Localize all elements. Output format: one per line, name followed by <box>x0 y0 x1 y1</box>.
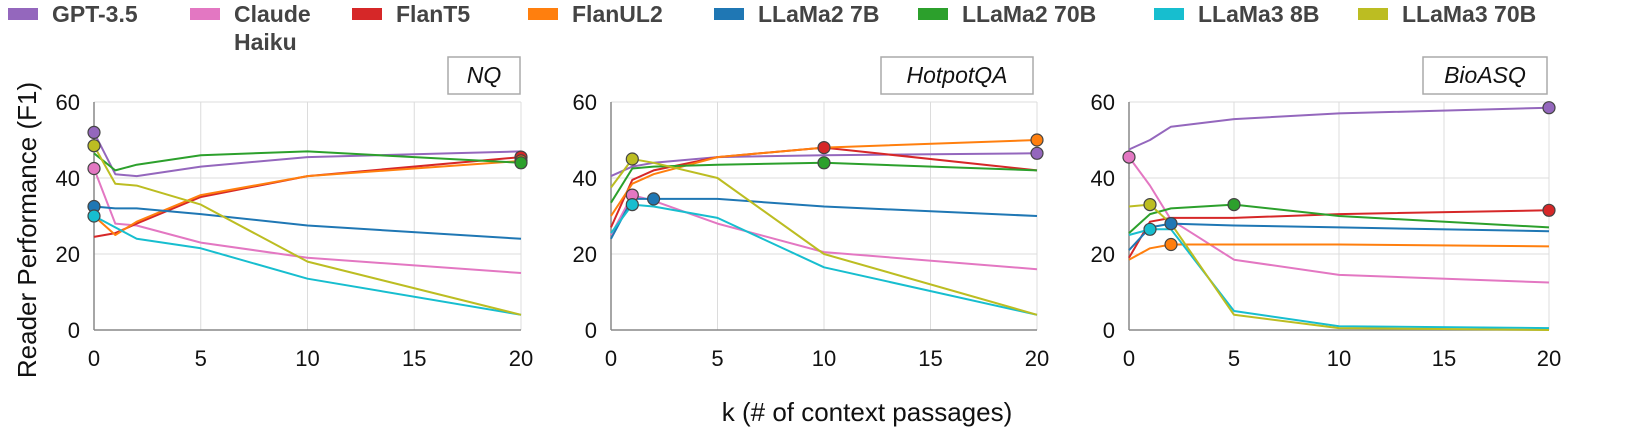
series-line-llama3-8b <box>93 215 522 316</box>
y-tick-label: 20 <box>573 242 597 267</box>
x-tick-label: 5 <box>711 346 723 371</box>
y-tick-label: 40 <box>573 166 597 191</box>
series-marker-flant5 <box>817 141 831 155</box>
series-line-claude-haiku <box>1128 156 1550 284</box>
legend-item-claude-haiku: Claude Haiku <box>190 0 324 56</box>
x-tick-label: 10 <box>812 346 836 371</box>
panel-title: BioASQ <box>1444 62 1526 88</box>
legend-swatch <box>918 8 948 20</box>
legend-item-flant5: FlanT5 <box>352 0 470 28</box>
series-line-llama2-70b <box>1128 203 1550 234</box>
panel-nq: 0 20 40 60 0 5 10 15 20 NQ <box>56 56 533 371</box>
legend-label: GPT-3.5 <box>52 1 138 27</box>
x-tick-label: 20 <box>1537 346 1561 371</box>
legend-item-gpt-3-5: GPT-3.5 <box>8 0 138 28</box>
legend-swatch <box>352 8 382 20</box>
x-tick-label: 5 <box>195 346 207 371</box>
y-tick-label: 40 <box>1091 166 1115 191</box>
series-marker-gpt-3-5 <box>87 125 101 139</box>
panel-title-box <box>880 56 1034 95</box>
panel-title-box <box>1422 56 1548 95</box>
y-tick-label: 0 <box>585 318 597 343</box>
legend-item-llama3-8b: LLaMa3 8B <box>1154 0 1319 28</box>
y-tick-label: 0 <box>1103 318 1115 343</box>
series-marker-gpt-3-5 <box>1542 101 1556 115</box>
series-marker-llama3-70b <box>87 139 101 153</box>
legend-label: LLaMa2 7B <box>758 1 880 27</box>
x-tick-label: 10 <box>295 346 319 371</box>
y-tick-label: 60 <box>1091 90 1115 115</box>
series-marker-llama2-70b <box>514 156 528 170</box>
legend-swatch <box>1358 8 1388 20</box>
series-marker-llama3-8b <box>87 209 101 223</box>
y-axis-label: Reader Performance (F1) <box>12 82 42 378</box>
legend-label: FlanT5 <box>396 1 471 27</box>
y-tick-label: 20 <box>1091 242 1115 267</box>
y-tick-label: 0 <box>68 318 80 343</box>
x-tick-label: 0 <box>605 346 617 371</box>
legend-label: LLaMa3 70B <box>1402 1 1537 27</box>
legend-item-llama2-70b: LLaMa2 70B <box>918 0 1096 28</box>
x-tick-label: 15 <box>1432 346 1456 371</box>
legend-swatch <box>1154 8 1184 20</box>
legend-swatch <box>8 8 38 20</box>
chart-legend: GPT-3.5 Claude Haiku FlanT5 FlanUL2 LLaMa2 7… <box>0 0 1645 62</box>
legend-label: LLaMa2 70B <box>962 1 1097 27</box>
series-line-gpt-3-5 <box>1128 106 1550 151</box>
legend-item-llama3-70b: LLaMa3 70B <box>1358 0 1536 28</box>
panel-title-box <box>447 56 521 95</box>
panel-title: NQ <box>467 62 502 88</box>
x-tick-label: 15 <box>918 346 942 371</box>
series-marker-flant5 <box>1542 203 1556 217</box>
x-tick-label: 20 <box>509 346 533 371</box>
panel-title: HotpotQA <box>907 62 1008 88</box>
series-marker-llama3-8b <box>1143 222 1157 236</box>
series-line-gpt-3-5 <box>610 152 1038 178</box>
legend-swatch <box>190 8 220 20</box>
series-marker-llama3-8b <box>625 198 639 212</box>
series-line-claude-haiku <box>93 168 522 274</box>
legend-label: Claude Haiku <box>234 1 311 55</box>
x-axis-label: k (# of context passages) <box>722 397 1012 427</box>
series-marker-llama3-70b <box>625 152 639 166</box>
series-marker-flanul2 <box>1164 237 1178 252</box>
series-line-flanul2 <box>93 159 522 236</box>
y-tick-label: 20 <box>56 242 80 267</box>
series-line-llama2-70b <box>610 161 1038 204</box>
legend-swatch <box>528 8 558 20</box>
series-line-llama2-7b <box>93 205 522 240</box>
x-tick-label: 10 <box>1327 346 1351 371</box>
series-marker-llama3-70b <box>1143 198 1157 212</box>
series-marker-gpt-3-5 <box>1030 146 1044 160</box>
x-tick-label: 20 <box>1025 346 1049 371</box>
y-tick-label: 60 <box>573 90 597 115</box>
legend-label: LLaMa3 8B <box>1198 1 1320 27</box>
x-tick-label: 15 <box>402 346 426 371</box>
legend-label: FlanUL2 <box>572 1 663 27</box>
legend-swatch <box>714 8 744 20</box>
series-marker-llama2-7b <box>646 192 661 206</box>
y-tick-label: 40 <box>56 166 80 191</box>
series-marker-flanul2 <box>1030 133 1044 147</box>
x-tick-label: 0 <box>88 346 100 371</box>
series-line-llama2-70b <box>93 150 522 172</box>
series-marker-llama2-7b <box>1164 217 1178 231</box>
y-tick-label: 60 <box>56 90 80 115</box>
series-marker-llama2-70b <box>817 156 831 170</box>
x-tick-label: 5 <box>1228 346 1240 371</box>
series-line-llama3-70b <box>93 145 522 316</box>
panel-hotpotqa: 0 20 40 60 0 5 10 15 20 HotpotQA <box>573 56 1049 371</box>
series-marker-claude-haiku <box>1122 150 1136 164</box>
legend-item-llama2-7b: LLaMa2 7B <box>714 0 879 28</box>
panel-bioasq: 0 20 40 60 0 5 10 15 20 BioASQ <box>1091 56 1561 371</box>
series-marker-claude-haiku <box>87 161 101 176</box>
legend-item-flanul2: FlanUL2 <box>528 0 663 28</box>
series-marker-llama2-70b <box>1227 198 1241 212</box>
x-tick-label: 0 <box>1123 346 1135 371</box>
series-line-flanul2 <box>1128 243 1550 261</box>
